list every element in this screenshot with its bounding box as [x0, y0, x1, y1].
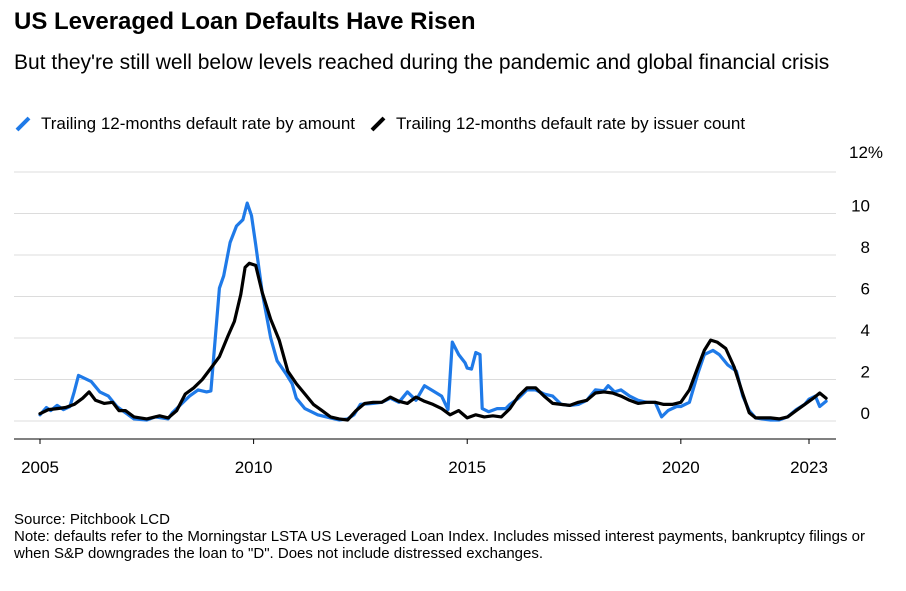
x-tick-label: 2020 — [662, 458, 700, 477]
legend-label-issuer-count: Trailing 12-months default rate by issue… — [396, 114, 746, 133]
x-tick-label: 2005 — [21, 458, 59, 477]
y-tick-label: 12% — [849, 143, 883, 162]
legend: Trailing 12-months default rate by amoun… — [14, 114, 759, 134]
y-tick-label: 8 — [861, 238, 870, 257]
line-chart: 2005 2010 2015 2020 2023 0 2 4 6 8 10 12% — [14, 143, 883, 477]
x-tick-label: 2023 — [790, 458, 828, 477]
x-axis: 2005 2010 2015 2020 2023 — [14, 438, 836, 477]
chart-title: US Leveraged Loan Defaults Have Risen — [14, 8, 476, 35]
series-lines — [38, 201, 828, 422]
y-tick-label: 2 — [861, 363, 870, 382]
source-note: Source: Pitchbook LCD — [14, 511, 170, 528]
methodology-note: Note: defaults refer to the Morningstar … — [14, 528, 866, 562]
series-line-amount — [38, 201, 828, 422]
y-tick-label: 4 — [861, 321, 870, 340]
footer: Source: Pitchbook LCD Note: defaults ref… — [14, 511, 894, 562]
legend-item-issuer-count: Trailing 12-months default rate by issue… — [369, 114, 745, 134]
series-line-issuer-count — [38, 261, 828, 422]
gridlines — [14, 171, 836, 422]
x-tick-label: 2015 — [448, 458, 486, 477]
y-tick-label: 0 — [861, 404, 870, 423]
legend-label-amount: Trailing 12-months default rate by amoun… — [41, 114, 356, 133]
legend-swatch-amount — [15, 116, 31, 132]
y-tick-label: 10 — [851, 197, 870, 216]
x-tick-label: 2010 — [235, 458, 273, 477]
y-axis: 0 2 4 6 8 10 12% — [849, 143, 883, 423]
legend-item-amount: Trailing 12-months default rate by amoun… — [14, 114, 355, 134]
y-tick-label: 6 — [861, 280, 870, 299]
chart-subtitle: But they're still well below levels reac… — [14, 51, 830, 74]
legend-swatch-issuer-count — [370, 116, 386, 132]
